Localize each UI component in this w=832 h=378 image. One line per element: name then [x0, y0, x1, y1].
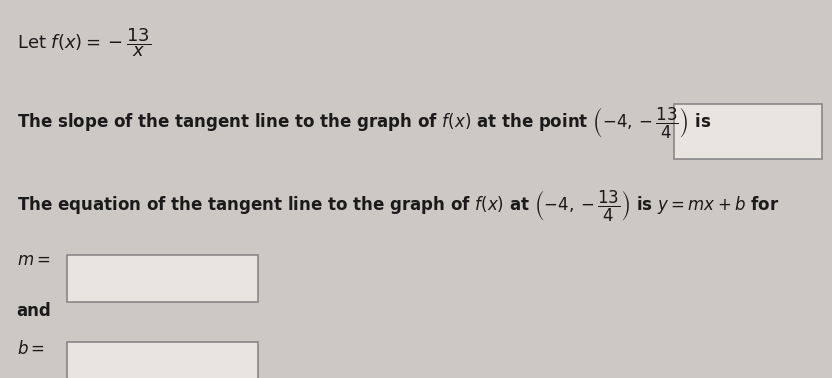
Text: The slope of the tangent line to the graph of $f(x)$ at the point $\left(-4, -\d: The slope of the tangent line to the gra… — [17, 106, 711, 141]
FancyBboxPatch shape — [67, 342, 258, 378]
Text: The equation of the tangent line to the graph of $f(x)$ at $\left(-4, -\dfrac{13: The equation of the tangent line to the … — [17, 189, 779, 224]
FancyBboxPatch shape — [674, 104, 822, 159]
Text: and: and — [17, 302, 52, 321]
FancyBboxPatch shape — [67, 255, 258, 302]
Text: $b =$: $b =$ — [17, 340, 45, 358]
Text: Let $f(x) = -\dfrac{13}{x}$: Let $f(x) = -\dfrac{13}{x}$ — [17, 26, 151, 59]
Text: $m =$: $m =$ — [17, 251, 50, 270]
